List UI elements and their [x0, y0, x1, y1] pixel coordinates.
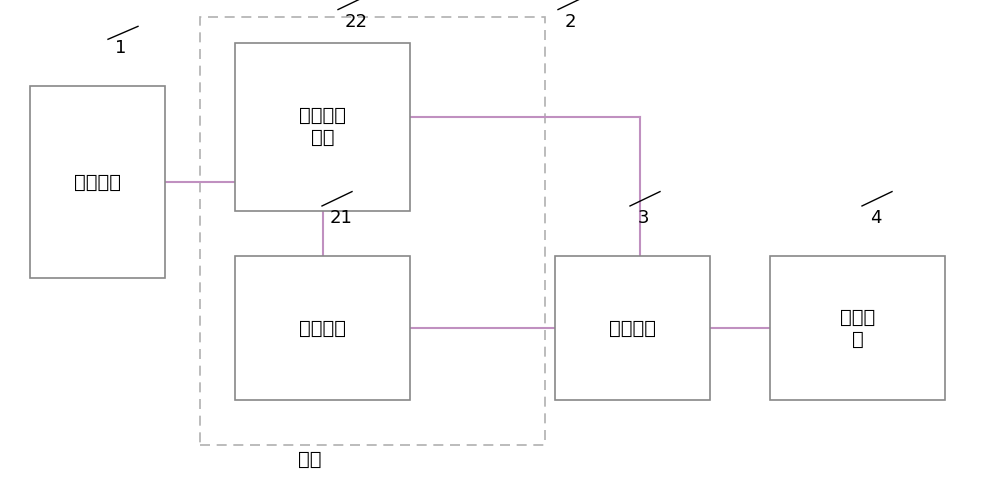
Text: 4: 4	[870, 209, 882, 227]
Text: 1: 1	[115, 39, 126, 57]
Bar	[235, 256, 410, 400]
Text: 电源监控
模块: 电源监控 模块	[299, 106, 346, 148]
Text: 21: 21	[330, 209, 353, 227]
Bar	[30, 86, 165, 278]
Bar	[770, 256, 945, 400]
Text: 3: 3	[638, 209, 650, 227]
Bar	[235, 43, 410, 211]
Bar	[555, 256, 710, 400]
Text: 备电模块: 备电模块	[299, 319, 346, 338]
Text: 开关模块: 开关模块	[609, 319, 656, 338]
Text: 主机: 主机	[298, 450, 322, 469]
Text: 2: 2	[565, 12, 576, 31]
Text: 22: 22	[345, 12, 368, 31]
Bar	[200, 17, 545, 445]
Text: 存储设
备: 存储设 备	[840, 308, 875, 349]
Text: 外部电源: 外部电源	[74, 172, 121, 192]
